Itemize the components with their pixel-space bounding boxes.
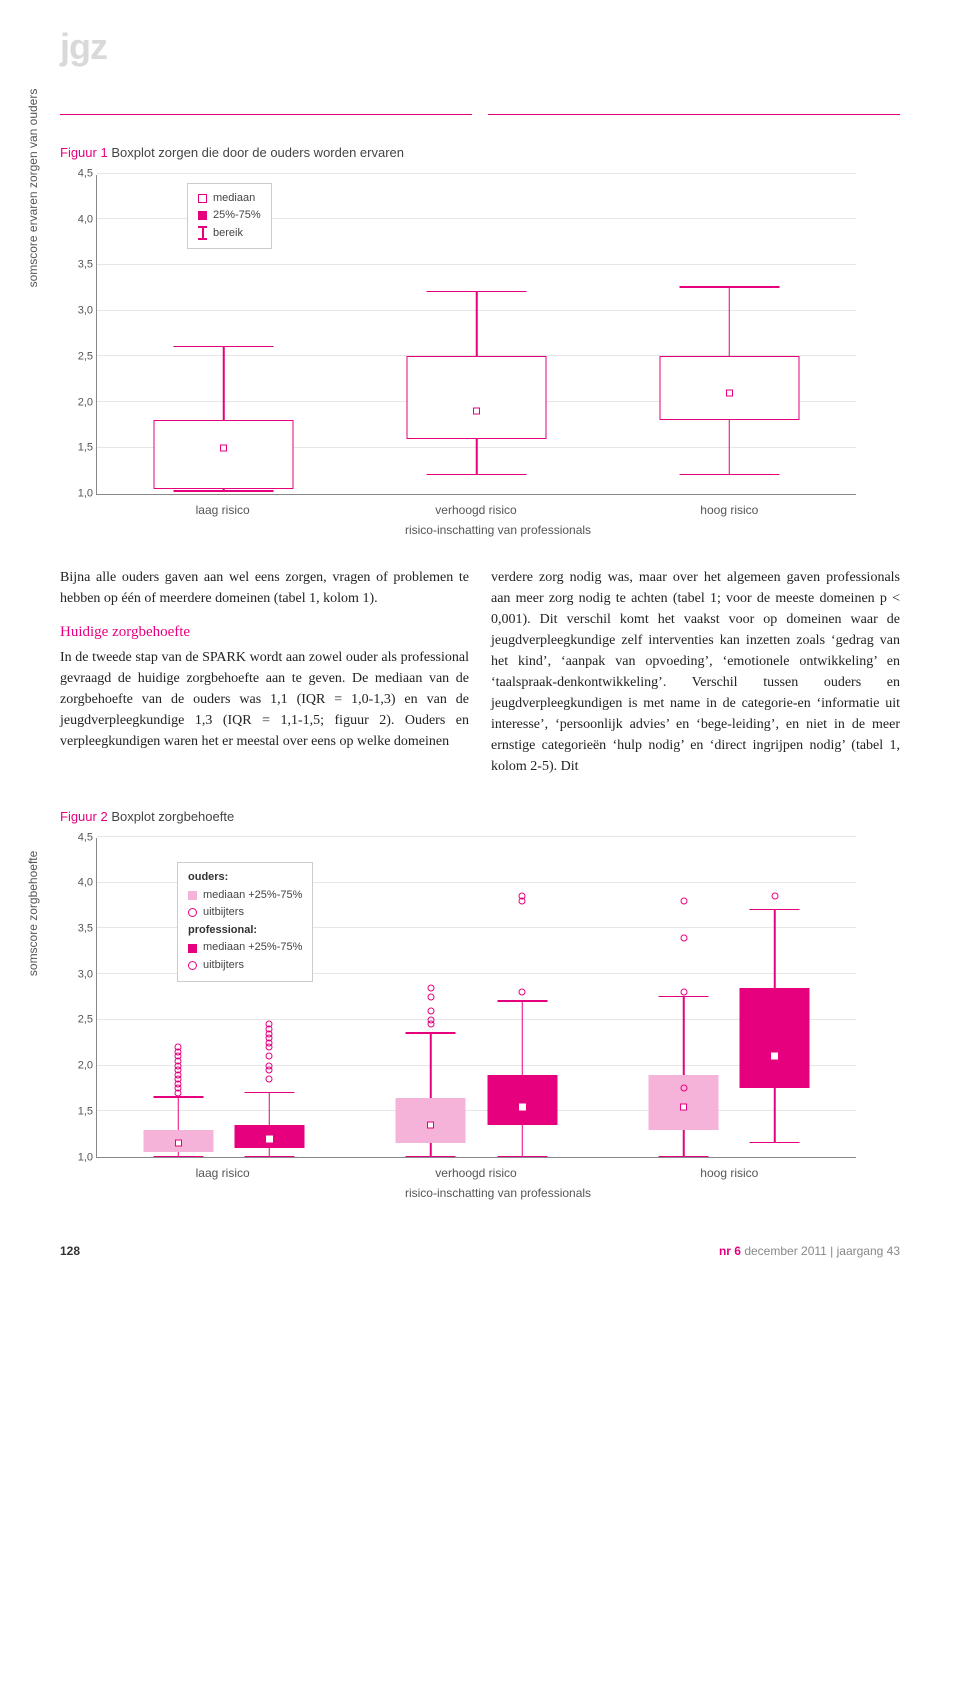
outlier-point (266, 1053, 273, 1060)
body-left-intro: Bijna alle ouders gaven aan wel eens zor… (60, 567, 469, 609)
body-col-left: Bijna alle ouders gaven aan wel eens zor… (60, 567, 469, 777)
boxplot-glyph (522, 838, 523, 1157)
boxplot-glyph (223, 175, 224, 494)
figure1-xlabel: risico-inschatting van professionals (96, 521, 900, 539)
figure2-number: Figuur 2 (60, 809, 108, 824)
issue-text: december 2011 | jaargang 43 (744, 1244, 900, 1258)
figure1-plot-area: 1,01,52,02,53,03,54,04,5mediaan25%-75%be… (96, 175, 856, 495)
legend-label: uitbijters (203, 904, 244, 922)
figure2-plot-area: 1,01,52,02,53,03,54,04,5ouders:mediaan +… (96, 838, 856, 1158)
figure2-chart: somscore zorgbehoefte 1,01,52,02,53,03,5… (60, 838, 900, 1202)
xtick-label: verhoogd risico (349, 501, 602, 519)
xtick-label: laag risico (96, 501, 349, 519)
legend-label: 25%-75% (213, 207, 261, 225)
outlier-point (175, 1044, 182, 1051)
body-subhead: Huidige zorgbehoefte (60, 621, 469, 644)
grid-line (97, 173, 856, 174)
ytick-label: 1,0 (63, 1149, 93, 1166)
xtick-label: hoog risico (603, 1164, 856, 1182)
legend-label: mediaan (213, 190, 255, 208)
ytick-label: 3,0 (63, 966, 93, 983)
outlier-point (519, 893, 526, 900)
issue-number: nr 6 (719, 1244, 741, 1258)
outlier-point (519, 989, 526, 996)
page-number: 128 (60, 1244, 80, 1258)
boxplot-glyph (178, 838, 179, 1157)
outlier-point (680, 934, 687, 941)
figure2-caption-text: Boxplot zorgbehoefte (111, 809, 234, 824)
figure2-xaxis: laag risicoverhoogd risicohoog risico ri… (96, 1164, 900, 1202)
ytick-label: 4,5 (63, 829, 93, 846)
body-left-main: In de tweede stap van de SPARK wordt aan… (60, 647, 469, 752)
outlier-point (680, 989, 687, 996)
ytick-label: 2,0 (63, 1057, 93, 1074)
ytick-label: 3,5 (63, 257, 93, 274)
legend-group-title: ouders: (188, 869, 302, 887)
legend-label: mediaan +25%-75% (203, 939, 302, 957)
figure2-ylabel: somscore zorgbehoefte (24, 851, 42, 976)
body-columns: Bijna alle ouders gaven aan wel eens zor… (60, 567, 900, 777)
xtick-label: laag risico (96, 1164, 349, 1182)
outlier-point (680, 1085, 687, 1092)
journal-logo: jgz (60, 20, 900, 74)
outlier-point (771, 893, 778, 900)
ytick-label: 2,5 (63, 348, 93, 365)
outlier-point (266, 1021, 273, 1028)
figure1-caption: Figuur 1 Boxplot zorgen die door de oude… (60, 143, 900, 163)
legend-label: bereik (213, 225, 243, 243)
ytick-label: 2,0 (63, 394, 93, 411)
ytick-label: 3,5 (63, 920, 93, 937)
divider-rules (60, 114, 900, 115)
outlier-point (427, 1016, 434, 1023)
xtick-label: verhoogd risico (349, 1164, 602, 1182)
figure1-number: Figuur 1 (60, 145, 108, 160)
boxplot-glyph (729, 175, 730, 494)
figure2-legend: ouders:mediaan +25%-75%uitbijtersprofess… (177, 862, 313, 982)
figure1-legend: mediaan25%-75%bereik (187, 183, 272, 250)
legend-group-title: professional: (188, 922, 302, 940)
ytick-label: 1,5 (63, 440, 93, 457)
boxplot-glyph (774, 838, 775, 1157)
outlier-point (266, 1076, 273, 1083)
figure1-ylabel: somscore ervaren zorgen van ouders (24, 88, 42, 287)
ytick-label: 2,5 (63, 1012, 93, 1029)
outlier-point (266, 1062, 273, 1069)
body-right: verdere zorg nodig was, maar over het al… (491, 567, 900, 777)
outlier-point (680, 898, 687, 905)
ytick-label: 1,5 (63, 1103, 93, 1120)
figure1-xaxis: laag risicoverhoogd risicohoog risico ri… (96, 501, 900, 539)
figure2-xlabel: risico-inschatting van professionals (96, 1184, 900, 1202)
ytick-label: 4,0 (63, 211, 93, 228)
boxplot-glyph (476, 175, 477, 494)
xtick-label: hoog risico (603, 501, 856, 519)
boxplot-glyph (683, 838, 684, 1157)
grid-line (97, 836, 856, 837)
figure2-caption: Figuur 2 Boxplot zorgbehoefte (60, 807, 900, 827)
body-col-right: verdere zorg nodig was, maar over het al… (491, 567, 900, 777)
ytick-label: 3,0 (63, 302, 93, 319)
boxplot-glyph (269, 838, 270, 1157)
outlier-point (427, 1007, 434, 1014)
outlier-point (427, 994, 434, 1001)
figure1-caption-text: Boxplot zorgen die door de ouders worden… (111, 145, 404, 160)
ytick-label: 1,0 (63, 485, 93, 502)
legend-label: mediaan +25%-75% (203, 887, 302, 905)
page-footer: 128 nr 6 december 2011 | jaargang 43 (60, 1242, 900, 1260)
outlier-point (427, 984, 434, 991)
legend-label: uitbijters (203, 957, 244, 975)
ytick-label: 4,0 (63, 874, 93, 891)
figure1-chart: somscore ervaren zorgen van ouders 1,01,… (60, 175, 900, 539)
grid-line (97, 1110, 856, 1111)
ytick-label: 4,5 (63, 165, 93, 182)
